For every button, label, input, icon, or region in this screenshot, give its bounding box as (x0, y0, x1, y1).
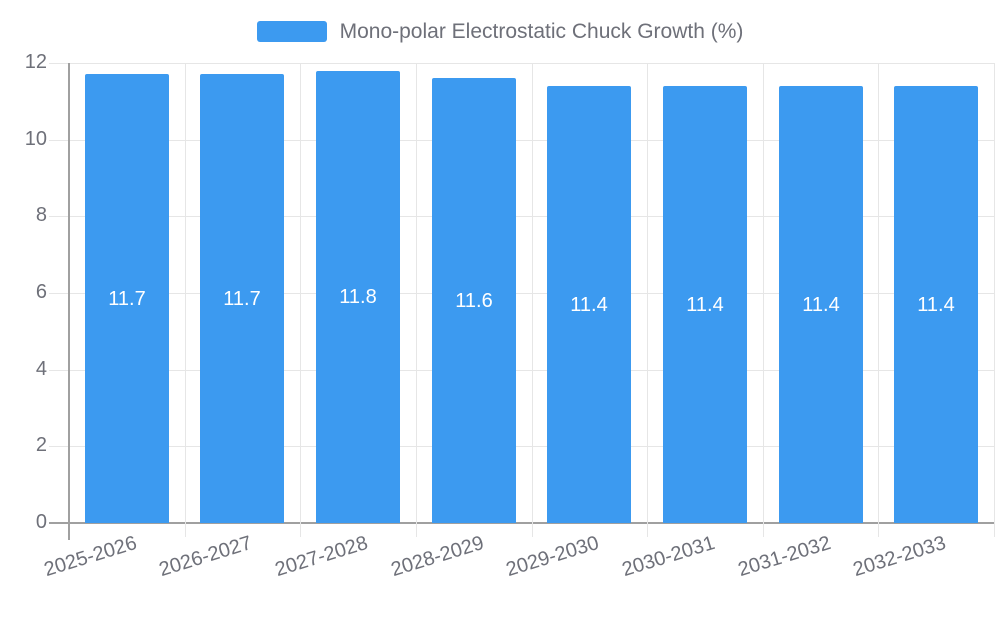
bar-value-label: 11.8 (339, 286, 377, 308)
bar: 11.7 (200, 74, 284, 523)
gridline-horizontal (69, 446, 994, 447)
gridline-vertical (994, 63, 995, 523)
gridline-horizontal (69, 63, 994, 64)
bar: 11.8 (316, 71, 400, 523)
bar-value-label: 11.7 (223, 287, 261, 310)
gridline-horizontal (69, 216, 994, 217)
x-axis-tick (994, 523, 995, 537)
bar: 11.4 (779, 86, 863, 523)
x-axis-tick (878, 523, 879, 537)
gridline-vertical (763, 63, 764, 523)
y-tick-label: 4 (35, 358, 47, 380)
y-axis-tick (49, 216, 69, 217)
x-axis-line (69, 522, 994, 524)
y-axis-tick (49, 446, 69, 447)
x-axis-tick (416, 523, 417, 537)
gridline-vertical (647, 63, 648, 523)
y-tick-label: 12 (24, 51, 47, 73)
bar-value-label: 11.7 (108, 287, 146, 310)
y-axis-line (68, 63, 70, 540)
bar-value-label: 11.4 (802, 293, 840, 316)
bar-value-label: 11.4 (917, 293, 955, 316)
x-axis-tick (763, 523, 764, 537)
y-axis-tick (49, 522, 69, 524)
gridline-vertical (878, 63, 879, 523)
gridline-horizontal (69, 140, 994, 141)
bar: 11.4 (547, 86, 631, 523)
legend-swatch (256, 21, 327, 42)
y-axis-tick (49, 370, 69, 371)
bar-chart: Mono-polar Electrostatic Chuck Growth (%… (0, 20, 1000, 582)
y-tick-label: 0 (35, 511, 47, 533)
y-tick-label: 2 (35, 434, 47, 456)
x-axis-tick (532, 523, 533, 537)
y-tick-label: 8 (35, 204, 47, 226)
gridline-vertical (300, 63, 301, 523)
gridline-vertical (532, 63, 533, 523)
bar-value-label: 11.4 (570, 293, 608, 316)
bar: 11.7 (85, 74, 169, 523)
y-axis-tick (49, 63, 69, 64)
x-axis-tick (300, 523, 301, 537)
gridline-vertical (416, 63, 417, 523)
x-axis-tick (647, 523, 648, 537)
bar-value-label: 11.4 (686, 293, 724, 316)
y-axis-tick (49, 140, 69, 141)
gridline-vertical (185, 63, 186, 523)
legend-item[interactable]: Mono-polar Electrostatic Chuck Growth (%… (256, 20, 744, 43)
x-axis-tick (185, 523, 186, 537)
bar: 11.6 (432, 78, 516, 523)
bar-value-label: 11.6 (455, 289, 493, 312)
y-axis-tick (49, 293, 69, 294)
legend-label: Mono-polar Electrostatic Chuck Growth (%… (339, 20, 744, 43)
bar: 11.4 (663, 86, 747, 523)
bar: 11.4 (894, 86, 978, 523)
y-tick-label: 6 (35, 281, 47, 303)
gridline-horizontal (69, 293, 994, 294)
gridline-horizontal (69, 370, 994, 371)
y-tick-label: 10 (24, 128, 47, 150)
legend: Mono-polar Electrostatic Chuck Growth (%… (0, 20, 1000, 43)
